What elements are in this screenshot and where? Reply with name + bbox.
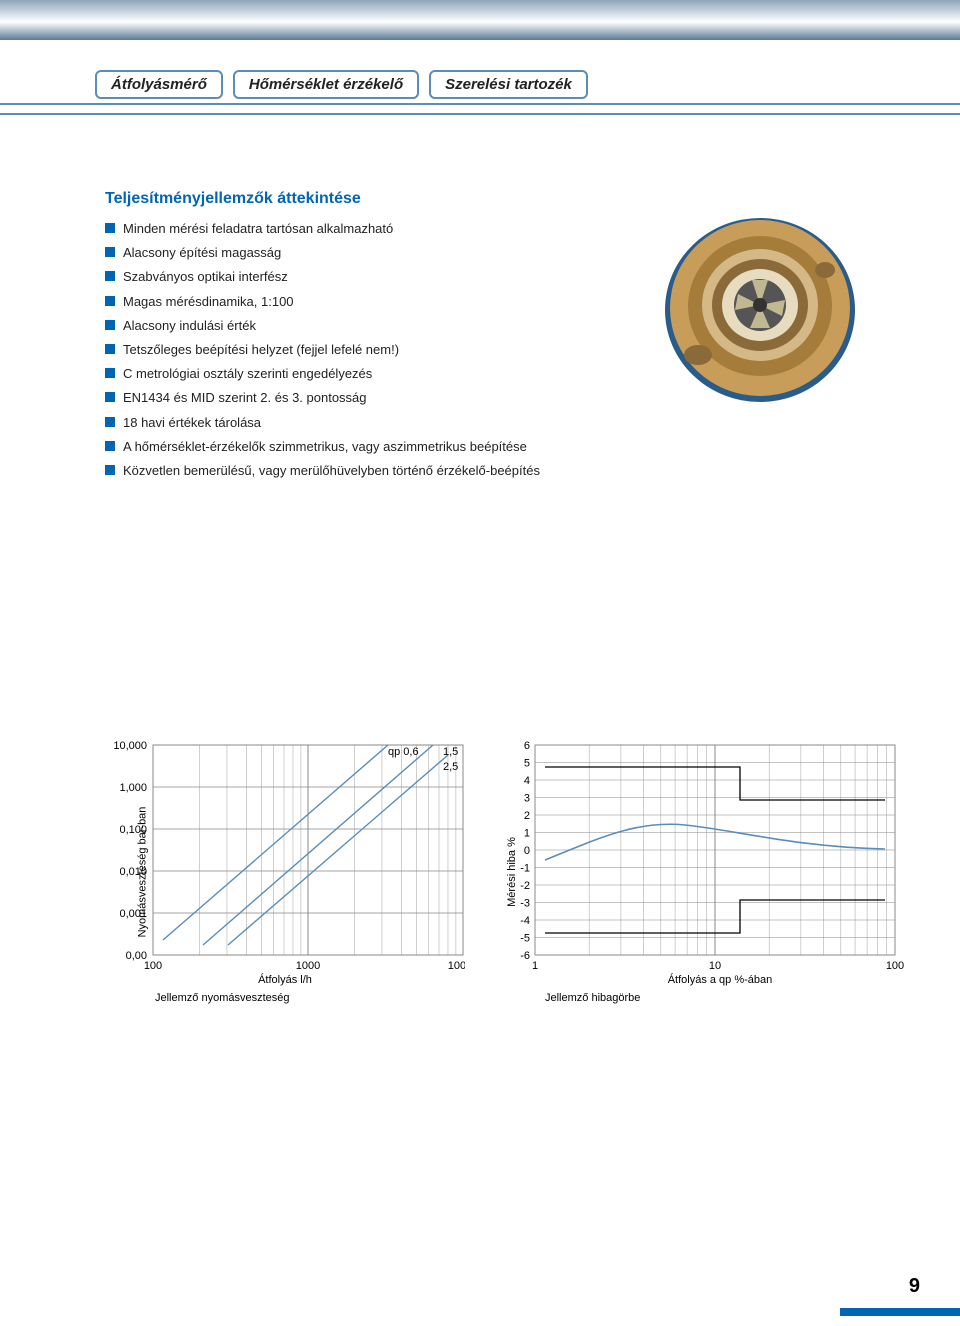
svg-text:qp 0,6: qp 0,6: [388, 746, 419, 758]
bullet-text: Alacsony indulási érték: [123, 317, 256, 335]
bullet-text: A hőmérséklet-érzékelők szimmetrikus, va…: [123, 438, 527, 456]
svg-text:10: 10: [709, 960, 721, 970]
chart1-plot: 10,0001,0000,1000,0100,0010,001001000100…: [105, 740, 465, 970]
bullet-text: Minden mérési feladatra tartósan alkalma…: [123, 220, 393, 238]
bullet-text: 18 havi értékek tárolása: [123, 414, 261, 432]
svg-text:-6: -6: [520, 950, 530, 962]
section-heading: Teljesítményjellemzők áttekintése: [105, 190, 645, 208]
svg-text:100: 100: [886, 960, 904, 970]
top-gradient-banner: [0, 0, 960, 40]
svg-text:6: 6: [524, 740, 530, 752]
bullet-text: EN1434 és MID szerint 2. és 3. pontosság: [123, 389, 367, 407]
bullet-item: Tetszőleges beépítési helyzet (fejjel le…: [105, 341, 645, 359]
svg-text:100: 100: [144, 960, 162, 970]
svg-text:10000: 10000: [448, 960, 465, 970]
bullet-text: C metrológiai osztály szerinti engedélye…: [123, 365, 372, 383]
bullet-text: Közvetlen bemerülésű, vagy merülőhüvelyb…: [123, 462, 540, 480]
main-content: Teljesítményjellemzők áttekintése Minden…: [105, 190, 645, 486]
svg-text:-4: -4: [520, 915, 530, 927]
header-underline: [0, 103, 960, 123]
chart1-xlabel: Átfolyás l/h: [105, 974, 465, 986]
svg-text:-3: -3: [520, 898, 530, 910]
svg-text:2: 2: [524, 810, 530, 822]
bullet-square-icon: [105, 392, 115, 402]
bullet-square-icon: [105, 320, 115, 330]
bullet-list: Minden mérési feladatra tartósan alkalma…: [105, 220, 645, 480]
footer-accent-bar: [840, 1308, 960, 1316]
bullet-text: Magas mérésdinamika, 1:100: [123, 293, 294, 311]
bullet-square-icon: [105, 344, 115, 354]
charts-row: Nyomásveszteség bar-ban 10,0001,0000,100…: [105, 740, 905, 1004]
svg-text:-2: -2: [520, 880, 530, 892]
tab-bar: Átfolyásmérő Hőmérséklet érzékelő Szerel…: [95, 70, 588, 99]
bullet-item: Szabványos optikai interfész: [105, 268, 645, 286]
chart1-ylabel: Nyomásveszteség bar-ban: [136, 807, 148, 938]
chart2-ylabel: Mérési hiba %: [506, 837, 518, 907]
bullet-item: Alacsony indulási érték: [105, 317, 645, 335]
bullet-square-icon: [105, 417, 115, 427]
bullet-text: Szabványos optikai interfész: [123, 268, 288, 286]
bullet-square-icon: [105, 223, 115, 233]
bullet-item: Alacsony építési magasság: [105, 244, 645, 262]
svg-text:2,5: 2,5: [443, 761, 458, 773]
bullet-text: Tetszőleges beépítési helyzet (fejjel le…: [123, 341, 399, 359]
svg-text:3: 3: [524, 793, 530, 805]
bullet-item: EN1434 és MID szerint 2. és 3. pontosság: [105, 389, 645, 407]
bullet-square-icon: [105, 247, 115, 257]
svg-text:0: 0: [524, 845, 530, 857]
pressure-loss-chart: Nyomásveszteség bar-ban 10,0001,0000,100…: [105, 740, 465, 1004]
tab-flowmeter: Átfolyásmérő: [95, 70, 223, 99]
bullet-item: C metrológiai osztály szerinti engedélye…: [105, 365, 645, 383]
bullet-square-icon: [105, 296, 115, 306]
chart2-plot: 6543210-1-2-3-4-5-6110100: [505, 740, 905, 970]
svg-text:10,000: 10,000: [113, 740, 147, 752]
bullet-item: 18 havi értékek tárolása: [105, 414, 645, 432]
bullet-item: Minden mérési feladatra tartósan alkalma…: [105, 220, 645, 238]
error-curve-chart: Mérési hiba % 6543210-1-2-3-4-5-6110100 …: [505, 740, 905, 1004]
chart2-xlabel: Átfolyás a qp %-ában: [535, 974, 905, 986]
svg-text:1,5: 1,5: [443, 746, 458, 758]
svg-text:1: 1: [532, 960, 538, 970]
bullet-item: Közvetlen bemerülésű, vagy merülőhüvelyb…: [105, 462, 645, 480]
svg-text:1000: 1000: [296, 960, 320, 970]
chart2-caption: Jellemző hibagörbe: [545, 992, 905, 1004]
bullet-square-icon: [105, 271, 115, 281]
tab-accessory: Szerelési tartozék: [429, 70, 588, 99]
bullet-square-icon: [105, 368, 115, 378]
svg-text:-1: -1: [520, 863, 530, 875]
svg-text:5: 5: [524, 758, 530, 770]
bullet-text: Alacsony építési magasság: [123, 244, 281, 262]
page-number: 9: [909, 1275, 920, 1298]
device-illustration: [660, 210, 860, 410]
svg-text:1,000: 1,000: [119, 782, 147, 794]
bullet-square-icon: [105, 441, 115, 451]
bullet-square-icon: [105, 465, 115, 475]
svg-text:1: 1: [524, 828, 530, 840]
svg-text:-5: -5: [520, 933, 530, 945]
tab-temp-sensor: Hőmérséklet érzékelő: [233, 70, 419, 99]
svg-text:4: 4: [524, 775, 530, 787]
bullet-item: Magas mérésdinamika, 1:100: [105, 293, 645, 311]
bullet-item: A hőmérséklet-érzékelők szimmetrikus, va…: [105, 438, 645, 456]
chart1-caption: Jellemző nyomásveszteség: [155, 992, 465, 1004]
